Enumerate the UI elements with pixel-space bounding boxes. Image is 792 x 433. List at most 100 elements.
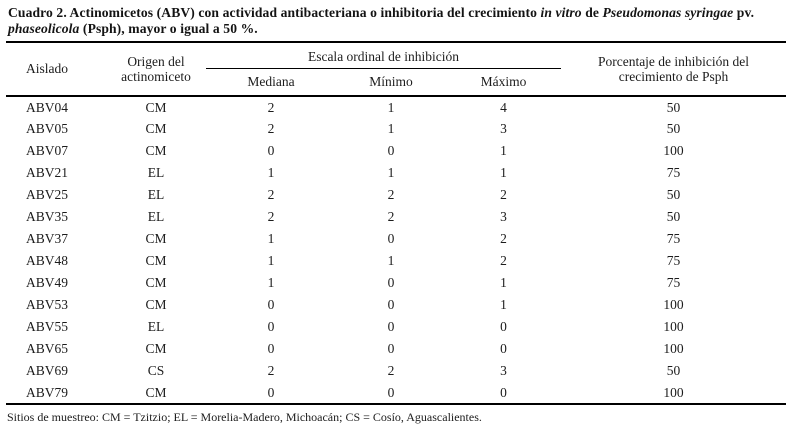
cell-aislado: ABV07 [26,143,69,158]
cell-maximo: 2 [500,253,507,268]
cell-mediana: 1 [267,165,275,180]
cell-maximo: 1 [500,297,507,312]
caption-segment-italic: phaseolicola [8,21,80,36]
cell-aislado: ABV04 [26,99,69,115]
cell-mediana: 1 [267,231,275,246]
cell-aislado: ABV79 [26,384,69,400]
cell-maximo: 4 [500,99,507,115]
cell-mediana: 1 [267,253,275,268]
cell-maximo: 2 [500,231,507,246]
cell-porcentaje: 100 [663,384,684,400]
cell-origen: CS [147,363,165,378]
cell-porcentaje: 75 [666,165,681,180]
cell-aislado: ABV37 [26,231,69,246]
table-row: ABV65 CM 0 0 0 100 [6,338,786,360]
cell-minimo: 0 [387,275,395,290]
cell-maximo: 0 [500,384,507,400]
column-header-minimo: Mínimo [336,68,446,97]
table-row: ABV07 CM 0 0 1 100 [6,140,786,162]
cell-aislado: ABV69 [26,363,69,378]
cell-aislado: ABV48 [26,253,69,268]
cell-porcentaje: 75 [666,253,681,268]
cell-porcentaje: 50 [666,209,681,224]
cell-origen: EL [147,209,165,224]
cell-aislado: ABV55 [26,319,69,334]
cell-porcentaje: 100 [663,341,684,356]
table-row: ABV04 CM 2 1 4 50 [6,96,786,118]
table-row: ABV35 EL 2 2 3 50 [6,206,786,228]
column-header-mediana: Mediana [206,68,336,97]
caption-segment: pv. [733,5,755,20]
cell-origen: EL [147,165,165,180]
cell-porcentaje: 100 [663,143,684,158]
table-caption: Cuadro 2. Actinomicetos (ABV) con activi… [8,5,784,37]
column-group-escala: Escala ordinal de inhibición [206,42,561,69]
cell-minimo: 0 [387,384,395,400]
cell-maximo: 3 [500,363,507,378]
cell-minimo: 0 [387,341,395,356]
column-header-origen: Origen del actinomiceto [106,42,206,97]
cell-maximo: 3 [500,121,507,136]
cell-maximo: 1 [500,275,507,290]
table-row: ABV48 CM 1 1 2 75 [6,250,786,272]
cell-origen: CM [145,231,167,246]
cell-mediana: 0 [267,319,275,334]
cell-origen: EL [147,187,165,202]
cell-minimo: 1 [387,121,395,136]
cell-porcentaje: 100 [663,297,684,312]
cell-aislado: ABV49 [26,275,69,290]
cell-minimo: 1 [387,99,395,115]
cell-porcentaje: 75 [666,275,681,290]
cell-mediana: 2 [267,363,275,378]
cell-aislado: ABV25 [26,187,69,202]
cell-minimo: 1 [387,253,395,268]
table-row: ABV79 CM 0 0 0 100 [6,382,786,404]
cell-mediana: 2 [267,209,275,224]
column-header-maximo: Máximo [446,68,561,97]
table-row: ABV55 EL 0 0 0 100 [6,316,786,338]
table-row: ABV21 EL 1 1 1 75 [6,162,786,184]
cell-origen: EL [147,319,165,334]
cell-origen: CM [145,253,167,268]
data-table: Aislado Origen del actinomiceto Escala o… [6,41,786,405]
cell-minimo: 2 [387,187,395,202]
cell-aislado: ABV21 [26,165,69,180]
cell-maximo: 0 [500,319,507,334]
cell-porcentaje: 50 [666,187,681,202]
table-row: ABV69 CS 2 2 3 50 [6,360,786,382]
cell-porcentaje: 100 [663,319,684,334]
table-header: Aislado Origen del actinomiceto Escala o… [6,42,786,97]
cell-origen: CM [145,297,167,312]
cell-mediana: 0 [267,341,275,356]
cell-origen: CM [145,275,167,290]
table-body: ABV04 CM 2 1 4 50 ABV05 CM 2 1 3 50 ABV0… [6,96,786,404]
cell-minimo: 0 [387,319,395,334]
table-row: ABV05 CM 2 1 3 50 [6,118,786,140]
table-footnote: Sitios de muestreo: CM = Tzitzio; EL = M… [7,410,482,424]
cell-origen: CM [145,143,167,158]
cell-porcentaje: 50 [666,363,681,378]
cell-mediana: 2 [267,99,275,115]
cell-porcentaje: 50 [666,121,681,136]
cell-maximo: 1 [500,165,507,180]
cell-minimo: 2 [387,209,395,224]
cell-porcentaje: 75 [666,231,681,246]
cell-maximo: 2 [500,187,507,202]
cell-minimo: 0 [387,143,395,158]
cell-origen: CM [145,121,167,136]
cell-maximo: 1 [500,143,507,158]
cell-minimo: 0 [387,297,395,312]
caption-segment-italic: in vitro [540,5,582,20]
cell-porcentaje: 50 [666,99,681,115]
cell-origen: CM [145,341,167,356]
table-row: ABV25 EL 2 2 2 50 [6,184,786,206]
cell-minimo: 0 [387,231,395,246]
table-row: ABV53 CM 0 0 1 100 [6,294,786,316]
cell-mediana: 2 [267,121,275,136]
cell-origen: CM [145,99,167,115]
cell-mediana: 1 [267,275,275,290]
cell-aislado: ABV35 [26,209,69,224]
cell-mediana: 2 [267,187,275,202]
cell-aislado: ABV05 [26,121,69,136]
cell-mediana: 0 [267,143,275,158]
